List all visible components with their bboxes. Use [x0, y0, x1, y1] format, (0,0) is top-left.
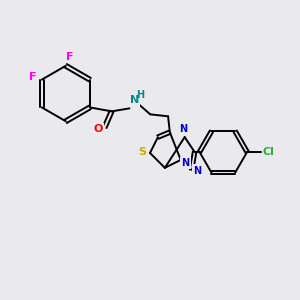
Text: H: H [136, 89, 144, 100]
Text: O: O [93, 124, 102, 134]
Text: N: N [180, 124, 188, 134]
Text: S: S [138, 147, 146, 157]
Text: N: N [182, 158, 190, 168]
Text: N: N [130, 95, 139, 106]
Text: Cl: Cl [263, 147, 275, 157]
Text: F: F [29, 72, 37, 82]
Text: F: F [66, 52, 74, 62]
Text: N: N [194, 166, 202, 176]
